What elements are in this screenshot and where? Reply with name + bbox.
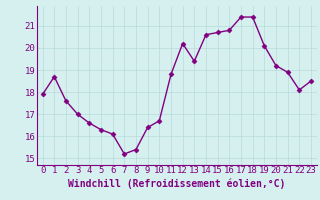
X-axis label: Windchill (Refroidissement éolien,°C): Windchill (Refroidissement éolien,°C) <box>68 178 285 189</box>
